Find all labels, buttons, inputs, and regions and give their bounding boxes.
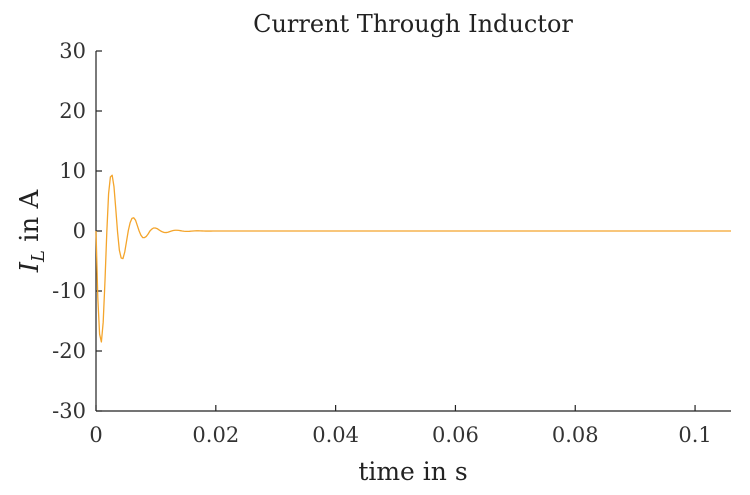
y-tick-label: -10	[52, 279, 86, 303]
y-tick-label: -20	[52, 339, 86, 363]
x-tick-label: 0.06	[432, 423, 479, 447]
y-tick-label: -30	[52, 399, 86, 423]
x-tick-label: 0.1	[678, 423, 711, 447]
y-tick-label: 0	[73, 219, 86, 243]
axis-ticks: 0 0.02 0.04 0.06 0.08 0.1 -30 -20 -10 0 10 20 30	[52, 39, 712, 447]
y-axis-subscript: L	[28, 250, 49, 263]
plot-area	[95, 174, 731, 343]
y-axis-unit: in A	[15, 188, 45, 250]
x-tick-label: 0	[89, 423, 102, 447]
x-tick-label: 0.04	[312, 423, 359, 447]
chart-title: Current Through Inductor	[253, 10, 573, 38]
y-tick-label: 10	[59, 159, 86, 183]
y-tick-label: 30	[59, 39, 86, 63]
series-line	[95, 174, 731, 343]
y-tick-label: 20	[59, 99, 86, 123]
y-axis-title: IL in A	[15, 188, 49, 273]
x-tick-label: 0.02	[192, 423, 239, 447]
x-tick-label: 0.08	[552, 423, 599, 447]
x-axis-title: time in s	[358, 457, 467, 486]
y-axis-symbol: I	[15, 261, 45, 273]
